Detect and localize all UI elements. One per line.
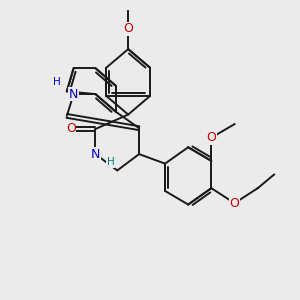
Text: O: O — [230, 197, 239, 210]
Text: N: N — [91, 148, 100, 160]
Text: O: O — [66, 122, 76, 136]
Text: O: O — [206, 131, 216, 144]
Text: H: H — [54, 77, 61, 87]
Text: N: N — [69, 88, 78, 100]
Text: H: H — [106, 157, 114, 167]
Text: H: H — [53, 77, 61, 87]
Text: H: H — [107, 157, 114, 167]
Text: O: O — [123, 22, 133, 35]
